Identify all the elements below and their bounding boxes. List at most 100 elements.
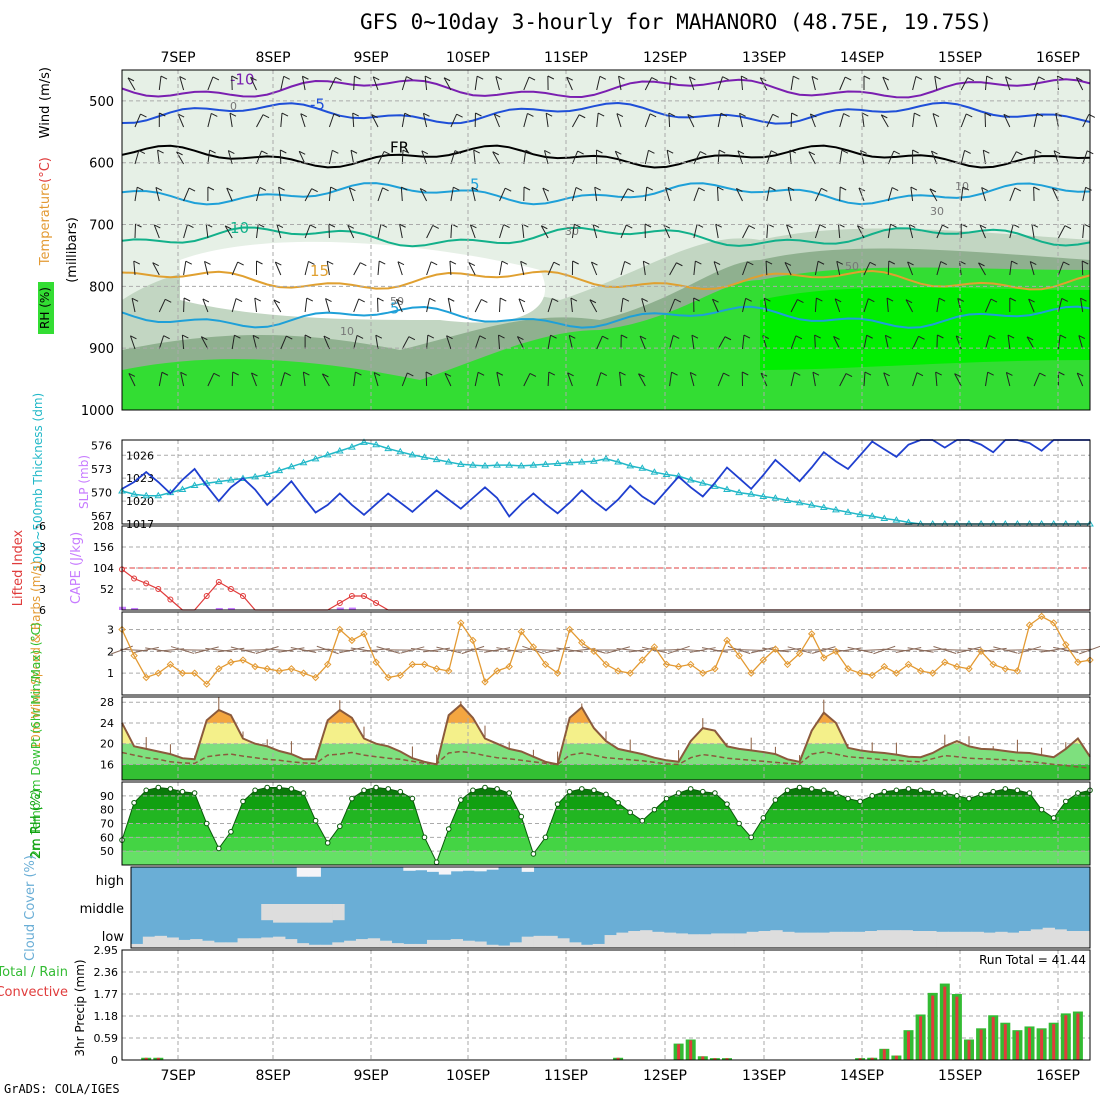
surface-wind-barb bbox=[194, 646, 219, 654]
wind-speed-point bbox=[1049, 619, 1058, 627]
wind-speed-point bbox=[1013, 667, 1022, 675]
wind-barb bbox=[523, 113, 528, 128]
wind-barb bbox=[523, 150, 527, 165]
wind-barb bbox=[790, 372, 795, 387]
rh-point bbox=[639, 817, 646, 824]
wind-barb-feather bbox=[308, 260, 315, 265]
wind-barb bbox=[836, 261, 841, 276]
pressure-tick-label: 600 bbox=[89, 157, 114, 172]
wind-barb bbox=[474, 372, 479, 387]
bottom-day-label: 16SEP bbox=[1036, 1068, 1080, 1084]
wind-barb bbox=[499, 297, 501, 313]
wind-barb bbox=[134, 187, 138, 202]
wind-barb bbox=[450, 150, 456, 165]
rh-point bbox=[216, 845, 222, 852]
wind-barb-feather bbox=[700, 151, 707, 155]
wind-barb bbox=[1033, 113, 1038, 128]
rh-point bbox=[349, 795, 355, 802]
wind-barb bbox=[1057, 225, 1066, 239]
wind-barb bbox=[834, 298, 841, 313]
wind-speed-point bbox=[190, 669, 199, 677]
wind-barb-feather bbox=[724, 336, 732, 341]
wind-barb bbox=[158, 372, 163, 387]
wind-barb bbox=[134, 113, 141, 128]
thickness-point bbox=[372, 440, 380, 448]
wind-barb-feather bbox=[574, 223, 581, 228]
rh-point bbox=[1026, 790, 1033, 796]
cloud-mid-bar bbox=[308, 904, 321, 923]
rh-point bbox=[373, 784, 379, 791]
thickness-point bbox=[469, 461, 477, 468]
wind-barb bbox=[717, 372, 724, 387]
lifted-index-point bbox=[203, 593, 210, 599]
wind-barb-feather bbox=[937, 334, 944, 339]
wind-barb bbox=[401, 372, 408, 387]
wind-barb bbox=[1055, 113, 1059, 128]
wind-barb bbox=[377, 151, 385, 165]
surface-wind-barb bbox=[1040, 647, 1067, 653]
wind-barb-feather bbox=[501, 260, 509, 265]
wind-barb-feather bbox=[283, 75, 290, 80]
cloud-low-bar bbox=[142, 936, 156, 948]
wind-speed-point bbox=[227, 658, 235, 666]
rh-point bbox=[893, 787, 900, 794]
wind-barb-feather bbox=[940, 261, 947, 265]
wind-barb-feather bbox=[883, 372, 890, 377]
wind-barb bbox=[934, 76, 938, 91]
wind-barb-feather bbox=[619, 371, 626, 376]
temp-base-band bbox=[122, 764, 1090, 780]
wind-barb-feather bbox=[591, 261, 598, 266]
wind-barb bbox=[1009, 151, 1017, 165]
wind-barb bbox=[1057, 335, 1061, 350]
temp-tick-label: 28 bbox=[100, 696, 114, 709]
wind-barb-feather bbox=[355, 371, 362, 376]
wind-barb bbox=[639, 335, 646, 350]
wind-barb-feather bbox=[864, 371, 872, 376]
rh-point bbox=[821, 787, 827, 794]
wind-barb bbox=[1082, 114, 1090, 128]
wind-barb-feather bbox=[1033, 186, 1040, 191]
cloud-high-bar bbox=[403, 867, 416, 871]
wind-barb bbox=[693, 224, 698, 239]
wind-barb bbox=[449, 260, 452, 276]
wind-barb bbox=[181, 335, 185, 350]
wind-barb bbox=[422, 113, 428, 128]
thickness-point bbox=[819, 503, 828, 511]
thickness-point bbox=[456, 460, 465, 467]
wind-barb bbox=[129, 335, 136, 350]
cape-tick-label: 208 bbox=[93, 520, 114, 533]
wind-barb-feather bbox=[819, 224, 826, 229]
cloud-low-bar bbox=[1030, 929, 1044, 948]
wind-barb bbox=[496, 372, 500, 387]
wind-barb-feather bbox=[328, 223, 336, 228]
wind-barb bbox=[839, 373, 847, 387]
wind-barb bbox=[421, 150, 428, 165]
cloud-low-bar bbox=[817, 932, 831, 948]
wind-tick-label: 3 bbox=[107, 623, 114, 636]
thickness-point bbox=[287, 462, 296, 470]
wind-barb-feather bbox=[185, 260, 193, 265]
wind-speed-point bbox=[795, 649, 804, 658]
thickness-point bbox=[444, 458, 453, 465]
wind-barb-feather bbox=[715, 223, 722, 228]
wind-barb bbox=[912, 336, 919, 350]
cloud-low-bar bbox=[853, 931, 866, 948]
temp-tick-label: 24 bbox=[100, 717, 114, 730]
thickness-point bbox=[323, 450, 332, 458]
precip-convective-bar bbox=[713, 1058, 717, 1060]
wind-barb bbox=[401, 336, 410, 350]
cloud-mid-bar bbox=[261, 904, 274, 921]
wind-barb bbox=[790, 299, 798, 313]
wind-barb-feather bbox=[476, 75, 484, 80]
wind-speed-point bbox=[638, 656, 647, 664]
rh-point bbox=[905, 786, 912, 792]
wind-barb-feather bbox=[791, 112, 798, 117]
wind-barb-feather bbox=[520, 260, 527, 265]
cloud-high-bar bbox=[438, 867, 452, 875]
wind-barb bbox=[957, 298, 962, 313]
cloud-high-bar bbox=[450, 867, 464, 872]
wind-barb bbox=[1003, 114, 1011, 128]
wind-barb bbox=[618, 76, 622, 91]
cape-bar bbox=[227, 607, 235, 610]
rh-point bbox=[155, 784, 162, 791]
